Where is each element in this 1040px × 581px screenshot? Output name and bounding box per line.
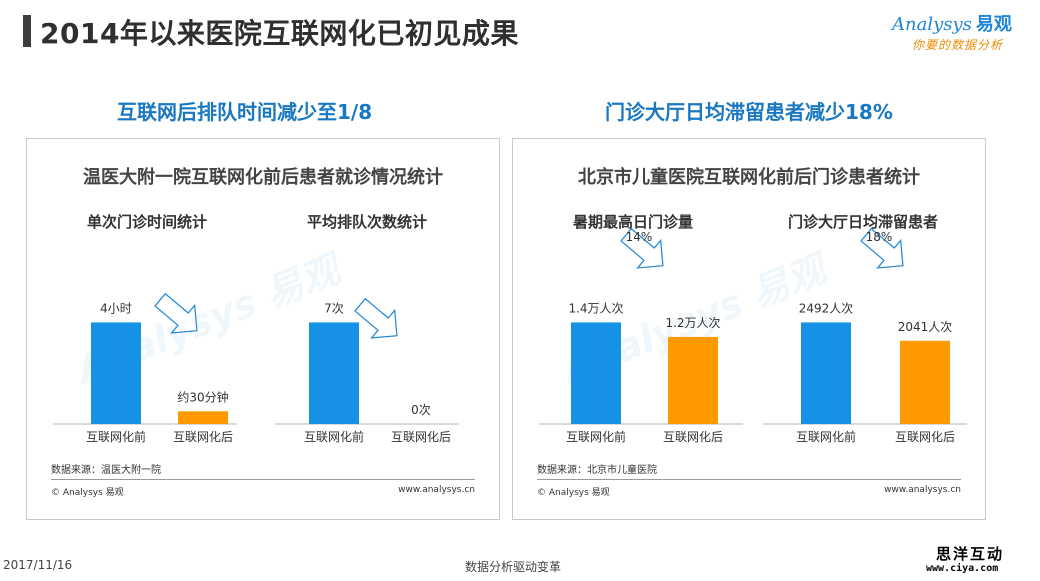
bar-value-label: 0次: [411, 403, 431, 417]
logo-slogan: 你要的数据分析: [912, 38, 1004, 52]
left-source-note: 数据来源：温医大附一院: [51, 465, 161, 476]
chart2-title: 平均排队次数统计: [306, 213, 427, 231]
bar-value-label: 4小时: [100, 301, 132, 315]
bar-value-label: 1.4万人次: [568, 301, 623, 315]
chart3-title: 暑期最高日门诊量: [572, 213, 693, 231]
category-label: 互联网化后: [663, 430, 723, 444]
arrow-shape: [354, 297, 398, 339]
category-label: 互联网化前: [566, 429, 626, 444]
left-divider: [51, 479, 475, 480]
corner-watermark-url: www.ciya.com: [926, 563, 999, 574]
category-label: 互联网化前: [796, 429, 856, 444]
bar-after: [178, 411, 228, 424]
page-title: 2014年以来医院互联网化已初见成果: [40, 17, 519, 50]
chart1-title: 单次门诊时间统计: [86, 213, 207, 231]
trend-arrow-icon: [154, 292, 198, 334]
bar-before: [571, 322, 621, 424]
arrow-shape: [620, 227, 664, 269]
category-label: 互联网化前: [86, 429, 146, 444]
category-label: 互联网化前: [304, 429, 364, 444]
bar-value-label: 2041人次: [898, 320, 953, 334]
corner-watermark-cn: 思洋互动: [936, 545, 1005, 563]
left-panel-title: 温医大附一院互联网化前后患者就诊情况统计: [83, 167, 443, 188]
left-headline: 互联网后排队时间减少至1/8: [117, 100, 373, 124]
bar-before: [309, 322, 359, 424]
trend-arrow-icon: [354, 297, 398, 339]
bar-before: [801, 322, 851, 424]
logo-wordmark: Analysys 易观: [892, 14, 1012, 35]
bar-value-label: 1.2万人次: [665, 316, 720, 330]
left-panel: Analysys 易观 温医大附一院互联网化前后患者就诊情况统计 单次门诊时间统…: [26, 138, 500, 520]
change-percent-label: 18%: [866, 230, 893, 244]
right-divider: [537, 479, 961, 480]
right-source-note: 数据来源：北京市儿童医院: [537, 465, 657, 476]
right-headline: 门诊大厅日均滞留患者减少18%: [605, 100, 893, 124]
bar-after: [900, 340, 950, 424]
category-label: 互联网化后: [391, 430, 451, 444]
footer-slogan: 数据分析驱动变革: [465, 560, 562, 574]
trend-arrow-icon: [860, 227, 904, 269]
right-panel-title: 北京市儿童医院互联网化前后门诊患者统计: [578, 167, 920, 188]
left-copyright: © Analysys 易观: [51, 488, 124, 498]
right-panel: Analysys 易观 北京市儿童医院互联网化前后门诊患者统计 暑期最高日门诊量…: [512, 138, 986, 520]
bar-value-label: 约30分钟: [177, 389, 228, 404]
bar-value-label: 2492人次: [799, 301, 854, 315]
category-label: 互联网化后: [895, 430, 955, 444]
arrow-shape: [860, 227, 904, 269]
right-copyright: © Analysys 易观: [537, 488, 610, 498]
left-website: www.analysys.cn: [398, 485, 475, 495]
bar-value-label: 7次: [324, 301, 344, 315]
corner-watermark: 思洋互动 www.ciya.com: [920, 543, 1040, 581]
title-accent-bar: [23, 15, 31, 47]
trend-arrow-icon: [620, 227, 664, 269]
chart4-title: 门诊大厅日均滞留患者: [787, 213, 938, 231]
bar-after: [668, 336, 718, 424]
bar-before: [91, 322, 141, 424]
footer-date: 2017/11/16: [3, 558, 73, 572]
right-website: www.analysys.cn: [884, 485, 961, 495]
change-percent-label: 14%: [626, 230, 653, 244]
category-label: 互联网化后: [173, 430, 233, 444]
analysys-logo: Analysys 易观 你要的数据分析: [892, 10, 1032, 56]
arrow-shape: [154, 292, 198, 334]
